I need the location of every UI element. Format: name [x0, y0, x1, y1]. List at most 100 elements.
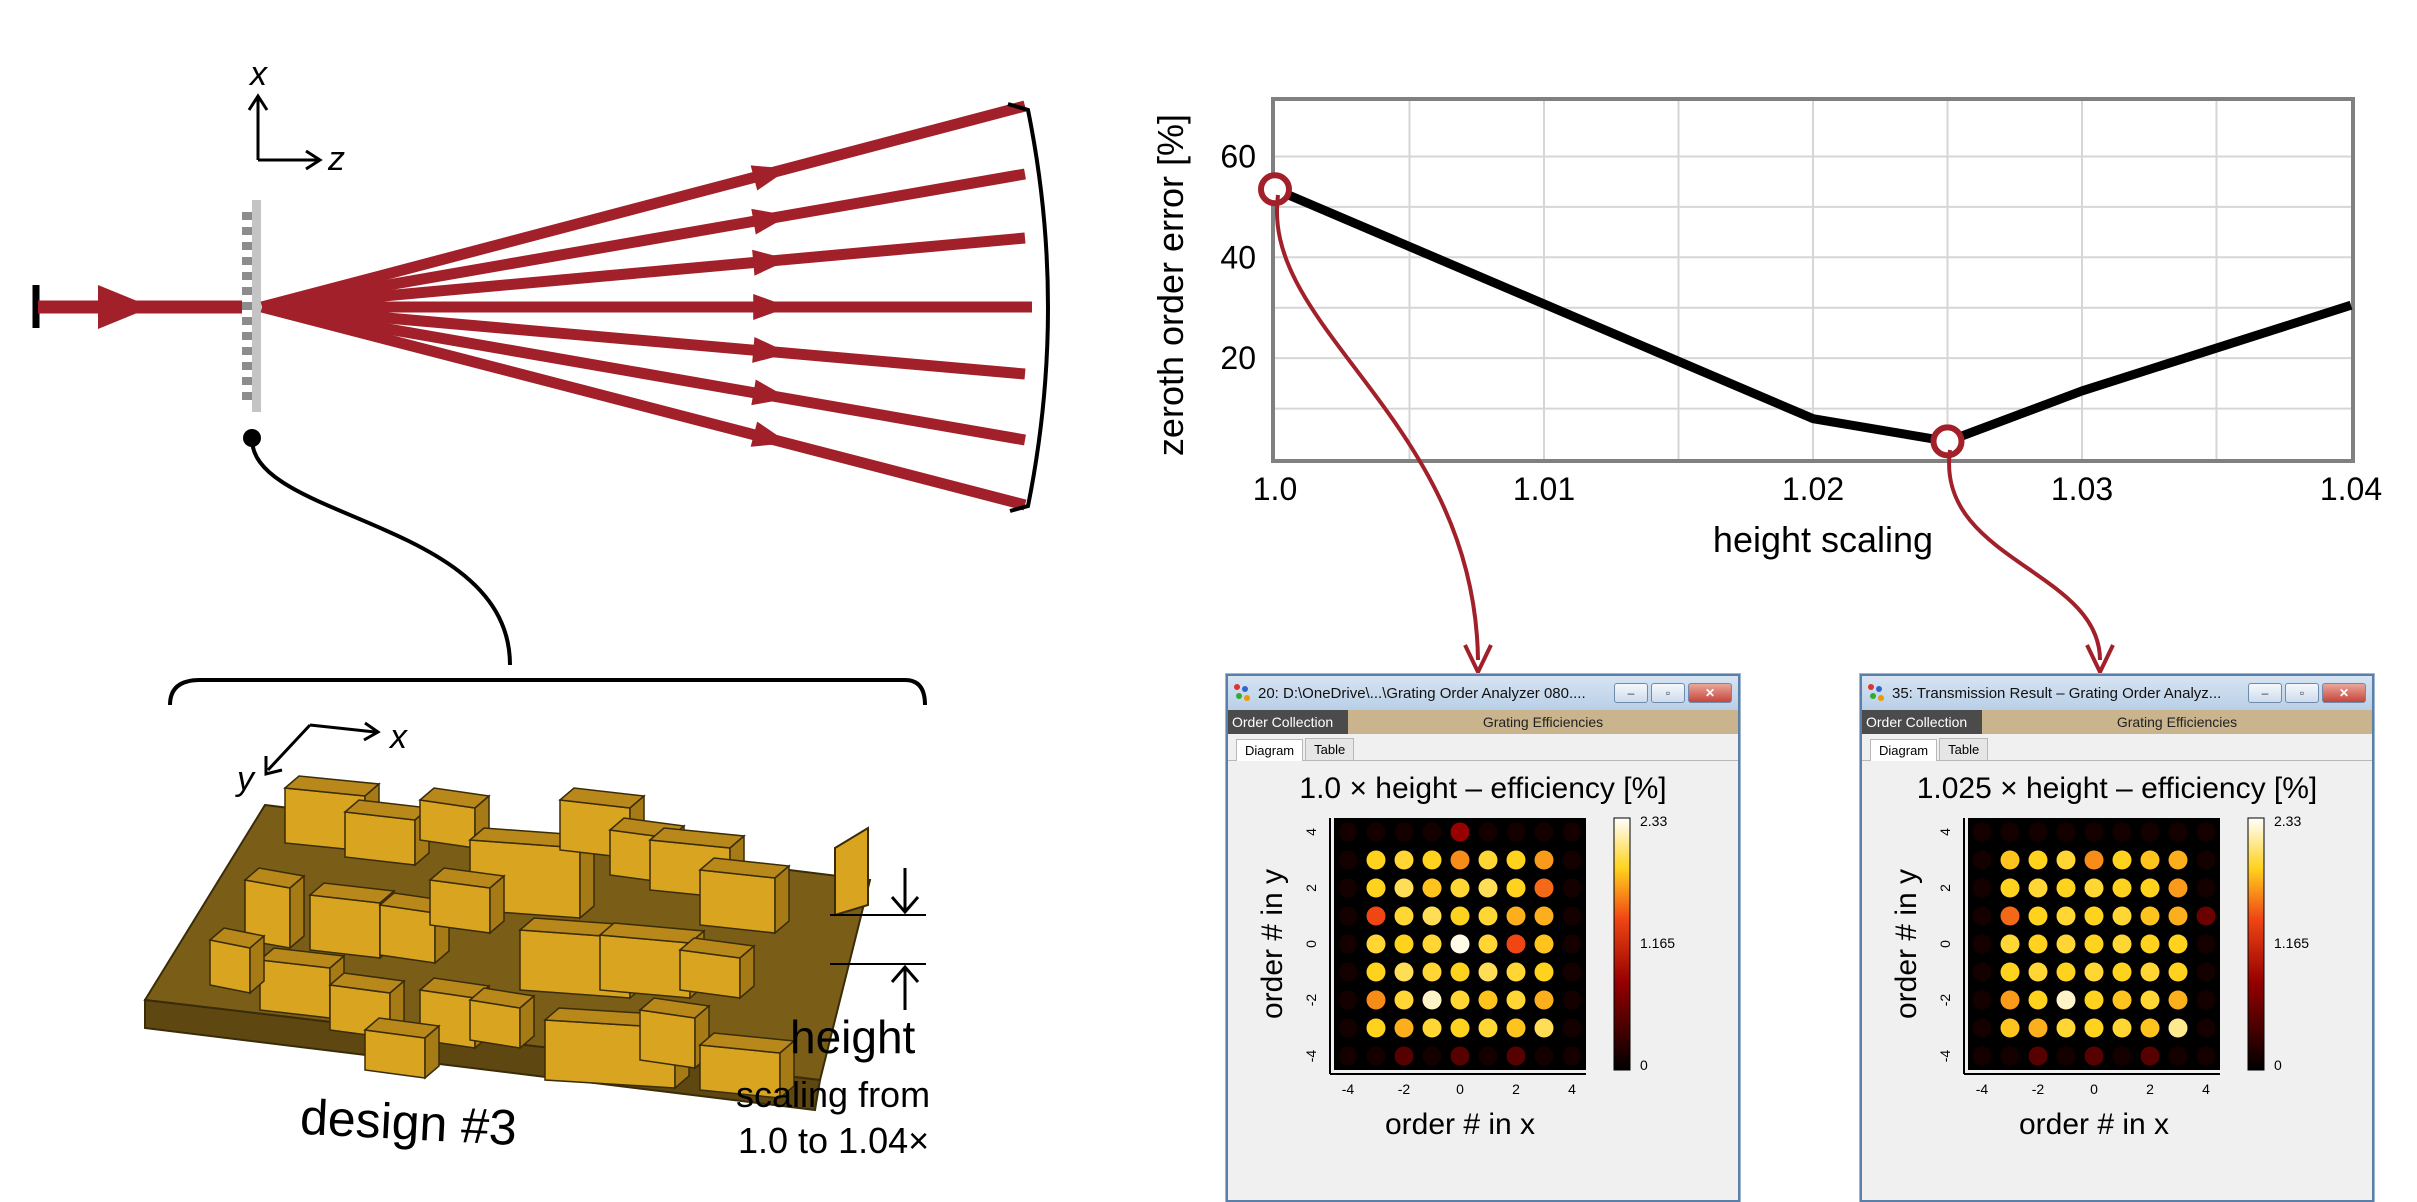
order-dot [2140, 850, 2160, 870]
order-dot [1366, 1018, 1386, 1038]
order-dot [1478, 1046, 1498, 1066]
order-dot [1450, 990, 1470, 1010]
order-dot [1338, 962, 1358, 982]
order-dot [2168, 850, 2188, 870]
order-dot [1338, 850, 1358, 870]
tab-order-collection[interactable]: Order Collection [1228, 710, 1348, 734]
order-dot [1534, 878, 1554, 898]
order-dot [2196, 850, 2216, 870]
order-dot [2196, 822, 2216, 842]
order-dot [1338, 934, 1358, 954]
tab-diagram[interactable]: Diagram [1870, 739, 1938, 761]
x-axis-title: height scaling [1713, 519, 1933, 560]
x-tick-label: -2 [2032, 1081, 2045, 1097]
order-dot [2000, 990, 2020, 1010]
window-titlebar[interactable]: 35: Transmission Result – Grating Order … [1862, 676, 2372, 710]
tab-diagram[interactable]: Diagram [1236, 739, 1304, 761]
minimize-button[interactable]: ‒ [2248, 683, 2282, 703]
x-tick-label: -4 [1342, 1081, 1355, 1097]
tab-grating-efficiencies[interactable]: Grating Efficiencies [1482, 714, 1604, 730]
order-dot [1394, 878, 1414, 898]
scaling-label-line2: 1.0 to 1.04× [738, 1120, 929, 1161]
order-dot [1450, 962, 1470, 982]
grating-tooth [242, 377, 252, 385]
ray-arrowhead [752, 249, 790, 276]
order-dot [1450, 906, 1470, 926]
order-dot [2056, 878, 2076, 898]
order-dot [2000, 1018, 2020, 1038]
close-button[interactable]: ✕ [1688, 683, 1732, 703]
axis-x-label: x [248, 55, 268, 93]
grating-tooth [242, 212, 252, 220]
coordinate-axes-xz: x z [247, 55, 345, 178]
structure-block [343, 799, 431, 867]
grating-tooth [242, 347, 252, 355]
close-button[interactable]: ✕ [2322, 683, 2366, 703]
order-dot [2084, 990, 2104, 1010]
diffracted-ray [260, 301, 1027, 511]
result-window-1[interactable]: 20: D:\OneDrive\...\Grating Order Analyz… [1226, 674, 1740, 1202]
tab-table[interactable]: Table [1939, 738, 1989, 760]
maximize-button[interactable]: ▫ [1651, 683, 1685, 703]
y-tick-label: 60 [1220, 138, 1256, 174]
order-dot [2084, 906, 2104, 926]
structure-block [428, 867, 506, 935]
order-dot [1394, 934, 1414, 954]
diffracted-ray [261, 168, 1026, 313]
window-title: 35: Transmission Result – Grating Order … [1892, 684, 2222, 702]
y-axis-title: zeroth order error [%] [1150, 114, 1191, 456]
order-dot [2196, 1018, 2216, 1038]
order-dot [1478, 962, 1498, 982]
order-dot [1972, 962, 1992, 982]
order-dot [2140, 1018, 2160, 1038]
order-dot [1562, 906, 1582, 926]
order-dot [1422, 906, 1442, 926]
x-tick-label: 1.02 [1782, 471, 1844, 507]
order-dot [2168, 1046, 2188, 1066]
grating-tooth [242, 242, 252, 250]
colorbar-label: 2.33 [1640, 813, 1667, 829]
order-dot [2196, 990, 2216, 1010]
diagram-panel: 1.0 × height – efficiency [%] -4 -4 -2 -2 0 0 2… [1236, 762, 1730, 1192]
order-dot [2056, 850, 2076, 870]
grating-tooth [242, 332, 252, 340]
x-tick-label: 4 [1568, 1081, 1576, 1097]
maximize-button[interactable]: ▫ [2285, 683, 2319, 703]
order-dot [1338, 1018, 1358, 1038]
tab-order-collection[interactable]: Order Collection [1862, 710, 1982, 734]
order-dot [2056, 906, 2076, 926]
order-dot [2084, 934, 2104, 954]
order-dot [2056, 822, 2076, 842]
order-dot [1562, 962, 1582, 982]
scaling-label-line1: scaling from [736, 1074, 930, 1115]
order-dot [1478, 990, 1498, 1010]
structure-axis-x-label: x [388, 718, 408, 756]
order-dot [2112, 822, 2132, 842]
tab-grating-efficiencies[interactable]: Grating Efficiencies [2116, 714, 2238, 730]
order-dot [2140, 878, 2160, 898]
order-dot [1478, 1018, 1498, 1038]
order-dot [2112, 934, 2132, 954]
app-icon [1868, 684, 1886, 702]
diagram-panel: 1.025 × height – efficiency [%] -4 -4 -2 -2 0… [1870, 762, 2364, 1192]
order-dot [1394, 850, 1414, 870]
colorbar-label: 0 [2274, 1057, 2282, 1073]
order-dot [2112, 990, 2132, 1010]
callout-arrows [1274, 194, 2115, 677]
order-dot [1366, 1046, 1386, 1066]
minimize-button[interactable]: ‒ [1614, 683, 1648, 703]
order-dot [2140, 906, 2160, 926]
order-dot [1394, 962, 1414, 982]
ray-arrowhead [753, 294, 790, 320]
window-titlebar[interactable]: 20: D:\OneDrive\...\Grating Order Analyz… [1228, 676, 1738, 710]
chart-grid [1275, 101, 2351, 459]
order-dot [2196, 1046, 2216, 1066]
order-dot [2112, 1018, 2132, 1038]
structure-block [698, 1032, 796, 1100]
grating-tooth [242, 392, 252, 400]
result-window-2[interactable]: 35: Transmission Result – Grating Order … [1860, 674, 2374, 1202]
tab-table[interactable]: Table [1305, 738, 1355, 760]
order-dot [1972, 990, 1992, 1010]
order-dot [2000, 822, 2020, 842]
